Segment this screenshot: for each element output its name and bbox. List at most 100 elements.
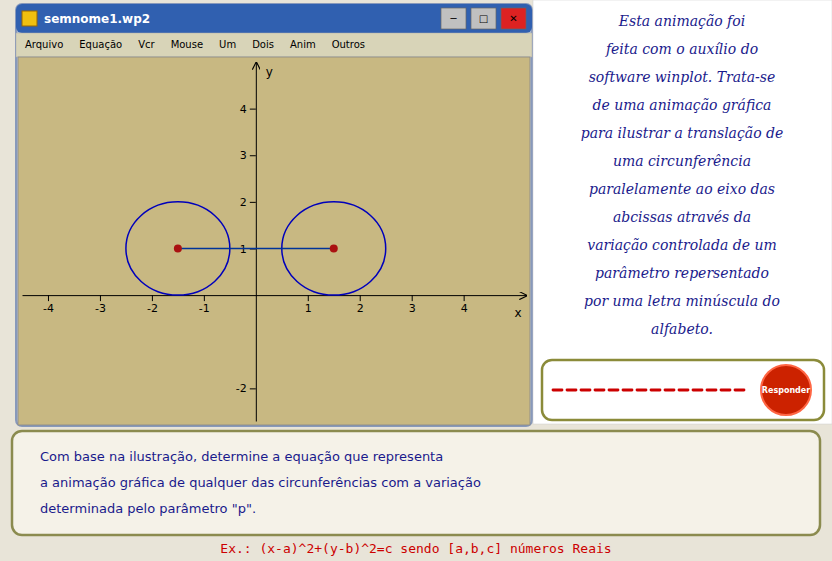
note: Ex.: (x-a)^2+(y-b)^2=c sendo [a,b,c] núm… [220,541,611,556]
y-tick: 3 [240,149,256,162]
answer-dash [651,389,660,392]
answer-dash [567,389,576,392]
side-text: alfabeto. [651,321,713,337]
y-tick-label: 3 [240,149,247,162]
menu-item: Equação [79,39,122,50]
menu-bar [16,33,532,57]
point [330,244,338,252]
y-tick-mark [250,388,256,389]
question-box-bg [12,431,820,535]
x-tick: -2 [147,295,158,315]
side-text: feita com o auxílio do [605,41,758,57]
answer-dash [637,389,646,392]
answer-dash [553,389,562,392]
x-tick-mark [464,295,465,301]
chart-title: semnome1.wp2 [44,12,150,26]
x-tick-label: 1 [305,302,312,315]
graph: -4-3-2-11234-21234xy [23,63,527,422]
answer-button-label: Responder [762,386,810,395]
title-bar [16,4,532,33]
x-tick-label: -1 [199,302,210,315]
x-tick-label: -3 [95,302,106,315]
y-tick-label: 4 [240,103,247,116]
menu-item: Mouse [171,39,203,50]
x-tick: -4 [43,295,54,315]
answer-dash [693,389,702,392]
side-text: por uma letra minúscula do [584,293,780,309]
y-axis: -21234 [236,63,256,422]
y-tick-mark [250,202,256,203]
y-tick-mark [250,109,256,110]
answer-dash [581,389,590,392]
answer-dash [623,389,632,392]
point [174,244,182,252]
side-text: paralelamente ao eixo das [589,181,775,197]
x-tick: -3 [95,295,106,315]
side-panel-bg [533,0,832,424]
y-tick: -2 [236,382,256,395]
window-button [441,8,466,29]
side-text: de uma animação gráfica [593,97,772,113]
window-button [471,8,496,29]
side-text: parâmetro repersentado [595,265,769,281]
answer-dash [665,389,674,392]
answer-dash [679,389,688,392]
menu-item: Arquivo [25,39,63,50]
x-tick-mark [308,295,309,301]
side-panel: Esta animação foi feita com o auxílio do s… [533,0,832,424]
question-text: a animação gráfica de qualquer das circu… [40,475,481,490]
y-tick: 4 [240,103,256,116]
x-tick-mark [360,295,361,301]
answer-dash [735,389,744,392]
x-tick: 2 [357,295,364,315]
x-tick-label: 2 [357,302,364,315]
x-tick-mark [100,295,101,301]
y-axis-line [256,63,257,422]
side-text: variação controlada de um [587,237,776,253]
answer-button [761,365,811,415]
x-tick-mark [204,295,205,301]
x-axis-line [23,295,527,296]
side-text: para ilustrar a translação de [581,125,784,141]
y-axis-title: y [266,65,273,79]
x-tick-mark [152,295,153,301]
question-box: Com base na ilustração, determine a equa… [12,431,820,535]
answer-dash [721,389,730,392]
answer-dash [707,389,716,392]
x-tick: 4 [461,295,468,315]
window-frame [16,4,532,426]
side-text: Esta animação foi [618,13,745,29]
x-tick: 1 [305,295,312,315]
answer-dash [609,389,618,392]
x-axis-title: x [514,306,521,320]
window-button-label: ✕ [509,13,517,24]
y-tick-label: -2 [236,382,247,395]
window: semnome1.wp2─□✕ArquivoEquaçãoVcrMouseUmD… [16,4,532,426]
line [178,248,334,250]
plot-area [126,202,386,295]
x-tick: 3 [409,295,416,315]
x-axis: -4 -3 -2 -1 1 2 3 4 [23,295,527,315]
y-tick: 2 [240,196,256,209]
x-tick-label: 4 [461,302,468,315]
window-button-label: ─ [449,13,457,24]
x-tick-label: -2 [147,302,158,315]
y-tick-mark [250,155,256,156]
y-tick-label: 2 [240,196,247,209]
background [0,0,832,561]
menu-item: Anim [290,39,316,50]
x-tick-label: 3 [409,302,416,315]
page: semnome1.wp2─□✕ArquivoEquaçãoVcrMouseUmD… [0,0,832,561]
menu-item: Vcr [138,39,155,50]
menu-item: Dois [252,39,274,50]
graph-canvas [18,57,530,425]
x-tick-mark [48,295,49,301]
menu-item: Um [219,39,236,50]
x-tick: -1 [199,295,210,315]
side-text: software winplot. Trata-se [589,69,776,85]
x-tick-label: -4 [43,302,54,315]
side-text: uma circunferência [613,153,751,169]
answer-box [542,360,824,420]
answer-dash [595,389,604,392]
title-icon [22,11,37,26]
